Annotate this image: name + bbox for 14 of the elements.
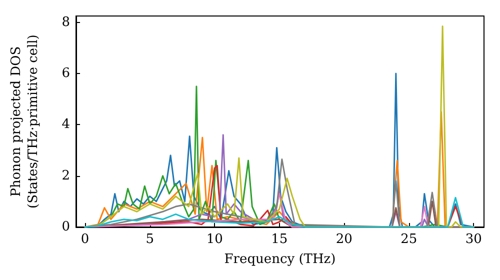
y-tick-label: 4 [62,117,70,132]
y-tick-label: 0 [62,220,70,234]
x-tick-label: 10 [206,232,223,247]
x-tick-label: 0 [80,232,90,247]
y-tick-label: 6 [62,66,70,82]
x-tick-label: 5 [146,232,154,247]
x-tick-label: 15 [271,232,288,247]
x-tick-label: 30 [465,232,482,247]
y-tick-label: 2 [62,168,70,184]
y-axis-title: Phonon projected DOS (States/THz·primitive cell) [9,34,41,209]
y-tick-label: 8 [62,14,70,30]
x-axis-title: Frequency (THz) [224,252,336,267]
x-tick-label: 25 [400,232,418,247]
x-tick-label: 20 [336,232,352,247]
